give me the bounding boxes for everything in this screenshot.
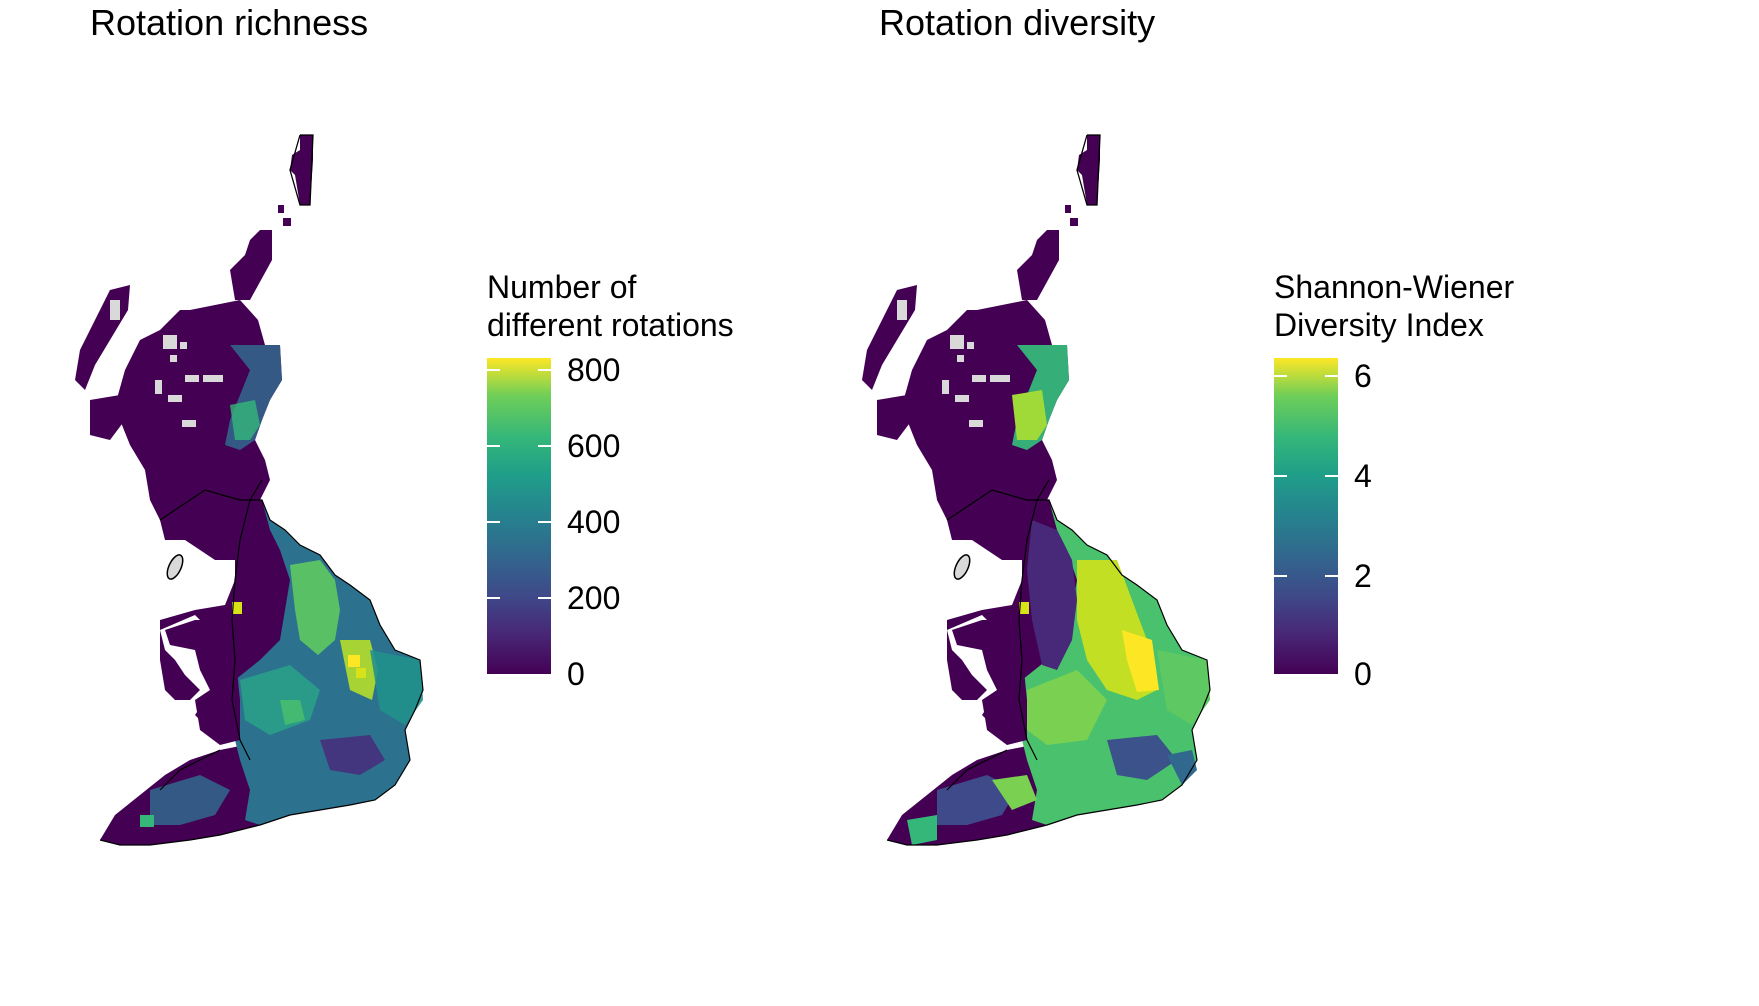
tick-label: 200 xyxy=(567,580,621,616)
legend-title-line2: Diversity Index xyxy=(1274,307,1484,343)
panel-rotation-richness: Rotation richness xyxy=(0,0,800,1006)
tick-label: 4 xyxy=(1354,458,1372,494)
colorbar xyxy=(1274,358,1338,674)
tick-label: 0 xyxy=(567,656,585,692)
panel-rotation-diversity: Rotation diversity xyxy=(787,0,1759,1006)
legend-title-line1: Number of xyxy=(487,269,637,305)
tick-label: 600 xyxy=(567,428,621,464)
panel-title: Rotation diversity xyxy=(879,2,1156,43)
map-diversity xyxy=(862,134,1211,846)
legend-title-line1: Shannon-Wiener xyxy=(1274,269,1515,305)
tick-label: 6 xyxy=(1354,358,1372,394)
tick-label: 0 xyxy=(1354,656,1372,692)
uk-map-outline xyxy=(862,134,1211,846)
tick-label: 800 xyxy=(567,352,621,388)
legend-richness: Number of different rotations 800 600 40… xyxy=(487,268,734,690)
tick-label: 2 xyxy=(1354,558,1372,594)
map-richness xyxy=(75,134,424,846)
panel-title: Rotation richness xyxy=(90,2,369,43)
legend-title-line2: different rotations xyxy=(487,307,734,343)
tick-label: 400 xyxy=(567,504,621,540)
colorbar xyxy=(487,358,551,674)
uk-map-outline xyxy=(75,134,424,846)
legend-diversity: Shannon-Wiener Diversity Index 6 4 2 0 xyxy=(1274,268,1515,690)
